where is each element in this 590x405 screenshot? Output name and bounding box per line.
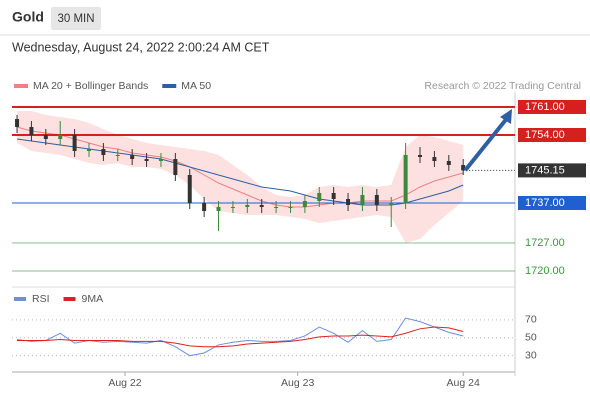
x-tick-label: Aug 22 <box>108 377 141 389</box>
legend-swatch <box>162 84 177 88</box>
candle-body <box>230 207 235 208</box>
y-tick-label: 70 <box>525 314 537 326</box>
candle-body <box>288 207 293 208</box>
candle-body <box>72 135 77 151</box>
forecast-arrowhead <box>500 109 512 124</box>
candle-body <box>418 155 423 157</box>
candle-body <box>389 203 394 205</box>
candle-body <box>58 135 63 139</box>
legend-label: MA 20 + Bollinger Bands <box>33 80 148 92</box>
candle-body <box>86 149 91 151</box>
level-label-box <box>518 163 586 178</box>
legend-swatch <box>14 84 28 88</box>
candle-body <box>29 127 34 135</box>
legend-swatch <box>63 297 76 301</box>
candle-body <box>317 193 322 201</box>
candle-body <box>101 149 106 155</box>
candle-body <box>360 195 365 205</box>
candle-body <box>158 159 163 161</box>
level-label: 1737.00 <box>525 197 565 209</box>
candle-body <box>274 207 279 208</box>
level-label: 1727.00 <box>525 237 565 249</box>
bollinger-band <box>17 111 464 243</box>
candle-body <box>216 207 221 211</box>
y-tick-label: 30 <box>525 349 537 361</box>
instrument: Gold <box>12 9 44 25</box>
candle-body <box>144 159 149 161</box>
candle-body <box>403 155 408 203</box>
candle-body <box>446 161 451 165</box>
candle-body <box>202 203 207 211</box>
level-label-box <box>518 128 586 142</box>
candle-body <box>115 155 120 156</box>
legend-label: MA 50 <box>181 80 211 92</box>
x-tick-label: Aug 24 <box>447 377 480 389</box>
candle-body <box>461 165 466 171</box>
candle-body <box>432 157 437 161</box>
candle-body <box>374 195 379 205</box>
level-label: 1754.00 <box>525 129 565 141</box>
level-label: 1720.00 <box>525 265 565 277</box>
candle-body <box>187 175 192 203</box>
candle-body <box>130 155 135 159</box>
ma-line <box>16 138 464 206</box>
indicator-line <box>17 326 464 348</box>
credit: Research © 2022 Trading Central <box>424 80 581 92</box>
candle-body <box>302 201 307 207</box>
level-label-box <box>518 100 586 114</box>
level-label: 1745.15 <box>525 164 565 176</box>
candle-body <box>15 119 20 127</box>
indicator-line <box>16 317 464 357</box>
candle-body <box>43 135 48 139</box>
candle-body <box>245 205 250 207</box>
legend-label: RSI <box>32 293 50 305</box>
legend-label: 9MA <box>82 293 104 305</box>
y-tick-label: 50 <box>525 332 537 344</box>
legend-swatch <box>14 297 26 301</box>
candle-body <box>173 159 178 175</box>
candle-body <box>259 205 264 207</box>
level-label-box <box>518 196 586 210</box>
timeframe[interactable]: 30 MIN <box>57 13 94 25</box>
x-tick-label: Aug 23 <box>281 377 314 389</box>
candle-body <box>346 199 351 205</box>
timestamp: Wednesday, August 24, 2022 2:00:24 AM CE… <box>12 40 270 54</box>
level-label: 1761.00 <box>525 101 565 113</box>
forecast-arrow <box>463 115 510 172</box>
ma-line <box>16 126 464 208</box>
candle-body <box>331 193 336 199</box>
timeframe-tab[interactable] <box>51 7 101 30</box>
